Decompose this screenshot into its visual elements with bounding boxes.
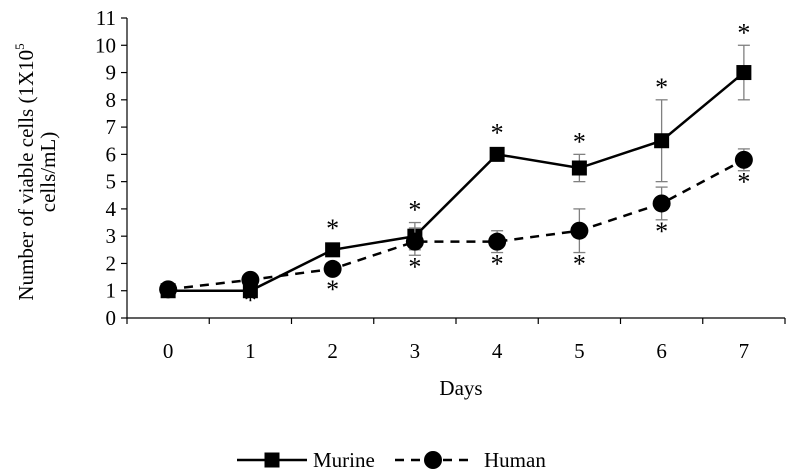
x-tick-label: 6 — [656, 339, 667, 363]
significance-marker: * — [326, 214, 339, 243]
y-tick-label: 9 — [106, 61, 117, 85]
data-point-square — [489, 146, 505, 162]
y-tick-label: 6 — [106, 142, 117, 166]
data-point-square — [325, 242, 341, 258]
significance-marker: * — [408, 252, 421, 281]
series-murine: * * * * * * — [160, 18, 752, 299]
x-tick-label: 5 — [574, 339, 585, 363]
legend-item-murine: Murine — [237, 448, 375, 470]
data-point-square — [264, 452, 280, 468]
x-tick-label: 1 — [245, 339, 256, 363]
data-point-square — [654, 133, 670, 149]
data-point-circle — [241, 270, 260, 289]
legend-label: Murine — [313, 448, 375, 470]
y-tick-label: 3 — [106, 224, 117, 248]
data-point-square — [736, 65, 752, 81]
y-tick-label: 10 — [95, 33, 116, 57]
significance-marker: * — [737, 18, 750, 47]
y-axis-title-line-1: Number of viable cells (1X105 — [12, 43, 38, 300]
y-tick-label: 0 — [106, 306, 117, 330]
x-tick-label: 0 — [163, 339, 174, 363]
axes: 0 1 2 3 4 5 6 7 8 9 10 11 0 1 2 3 4 5 6 7 — [95, 6, 786, 363]
significance-marker: * — [655, 217, 668, 246]
x-tick-label: 7 — [739, 339, 750, 363]
significance-marker: * — [244, 286, 257, 315]
significance-marker: * — [573, 127, 586, 156]
x-tick-label: 3 — [410, 339, 421, 363]
significance-marker: * — [655, 73, 668, 102]
y-tick-label: 7 — [106, 115, 117, 139]
data-point-circle — [652, 194, 671, 213]
data-point-circle — [570, 221, 589, 240]
data-point-circle — [734, 150, 753, 169]
x-tick-label: 2 — [327, 339, 338, 363]
y-axis-title: Number of viable cells (1X105cells/mL) — [12, 43, 60, 300]
series-human: * * * * * * * — [159, 148, 753, 315]
y-tick-label: 5 — [106, 170, 117, 194]
y-axis-title-superscript: 5 — [12, 43, 27, 50]
significance-marker: * — [326, 275, 339, 304]
significance-marker: * — [408, 196, 421, 225]
y-tick-label: 8 — [106, 88, 117, 112]
data-point-circle — [159, 280, 178, 299]
significance-marker: * — [573, 250, 586, 279]
data-point-circle — [488, 232, 507, 251]
series-layer: * * * * * * * * * * * * * — [159, 18, 753, 315]
significance-marker: * — [491, 118, 504, 147]
x-axis-title: Days — [439, 376, 482, 400]
data-point-circle — [424, 451, 442, 469]
y-tick-label: 4 — [106, 197, 117, 221]
legend-label: Human — [484, 448, 546, 470]
data-point-circle — [405, 232, 424, 251]
significance-marker: * — [737, 168, 750, 197]
significance-marker: * — [491, 250, 504, 279]
legend-item-human: Human — [395, 448, 546, 470]
y-tick-label: 11 — [96, 6, 116, 30]
y-tick-label: 1 — [106, 279, 117, 303]
y-axis-title-line-2: cells/mL) — [36, 132, 60, 212]
series-line-murine — [168, 71, 745, 292]
data-point-circle — [323, 259, 342, 278]
legend: Murine Human — [237, 448, 546, 470]
y-tick-label: 2 — [106, 251, 117, 275]
x-tick-label: 4 — [492, 339, 503, 363]
data-point-square — [571, 160, 587, 176]
series-line-human — [167, 158, 745, 291]
